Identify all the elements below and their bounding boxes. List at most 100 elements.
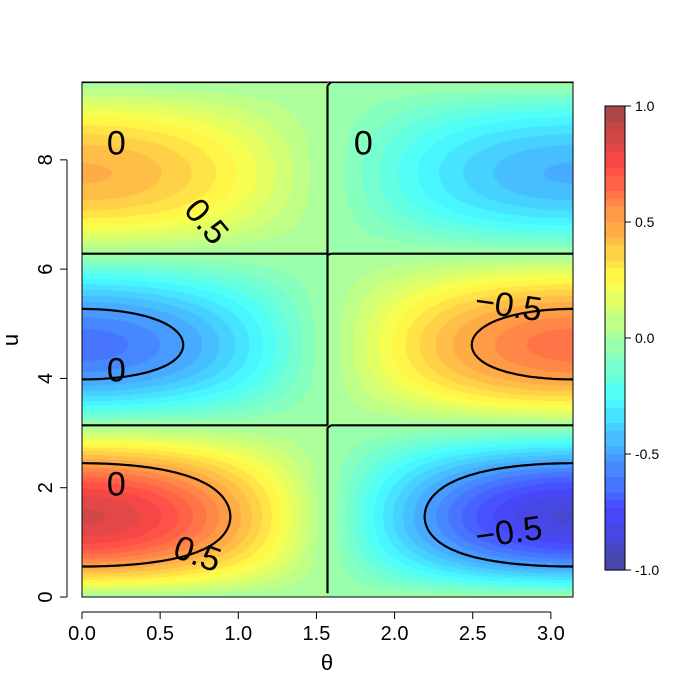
colorbar-band bbox=[605, 260, 625, 269]
colorbar-band bbox=[605, 322, 625, 331]
colorbar-band bbox=[605, 454, 625, 463]
colorbar-band bbox=[605, 152, 625, 161]
colorbar-band bbox=[605, 121, 625, 130]
colorbar-band bbox=[605, 160, 625, 169]
contour-lines bbox=[82, 82, 573, 594]
contour-label-text: −0.5 bbox=[473, 509, 545, 556]
contour-label-text: 0 bbox=[107, 124, 126, 162]
colorbar-band bbox=[605, 438, 625, 447]
colorbar-band bbox=[605, 144, 625, 153]
colorbar-band bbox=[605, 167, 625, 177]
contour-label: 0 bbox=[354, 124, 373, 162]
colorbar-band bbox=[605, 307, 625, 316]
contour-label-text: 0 bbox=[107, 352, 126, 390]
x-axis-label: θ bbox=[321, 650, 333, 675]
colorbar-band bbox=[605, 554, 625, 563]
colorbar-tick-label: -0.5 bbox=[635, 446, 659, 462]
colorbar-band bbox=[605, 407, 625, 416]
colorbar-band bbox=[605, 562, 625, 571]
contour-label: 0 bbox=[107, 465, 126, 503]
y-tick-label: 8 bbox=[35, 154, 57, 165]
colorbar-band bbox=[605, 129, 625, 138]
x-tick-label: 0.5 bbox=[146, 623, 174, 645]
colorbar-band bbox=[605, 222, 625, 231]
colorbar-band bbox=[605, 446, 625, 455]
colorbar-band bbox=[605, 245, 625, 254]
y-tick-label: 4 bbox=[35, 373, 57, 384]
colorbar-band bbox=[605, 515, 625, 525]
colorbar-band bbox=[605, 268, 625, 277]
x-tick-label: 1.5 bbox=[303, 623, 331, 645]
colorbar-band bbox=[605, 291, 625, 300]
colorbar-band bbox=[605, 252, 625, 262]
colorbar-band bbox=[605, 353, 625, 362]
colorbar-band bbox=[605, 283, 625, 293]
colorbar-band bbox=[605, 361, 625, 370]
colorbar-band bbox=[605, 477, 625, 486]
colorbar-band bbox=[605, 415, 625, 424]
contour-label: 0 bbox=[107, 124, 126, 162]
y-axis: 0 2 4 6 8 bbox=[35, 154, 68, 603]
colorbar-bands bbox=[605, 106, 625, 571]
colorbar-band bbox=[605, 175, 625, 184]
colorbar-band bbox=[605, 523, 625, 532]
colorbar-band bbox=[605, 214, 625, 223]
colorbar-band bbox=[605, 376, 625, 385]
y-tick-label: 2 bbox=[35, 482, 57, 493]
colorbar-band bbox=[605, 384, 625, 393]
colorbar: 1.0 0.5 0.0 -0.5 -1.0 bbox=[604, 98, 659, 578]
colorbar-tick-label: -1.0 bbox=[635, 562, 659, 578]
colorbar-band bbox=[605, 106, 625, 115]
colorbar-tick-label: 0.0 bbox=[635, 330, 655, 346]
colorbar-band bbox=[605, 198, 625, 208]
colorbar-band bbox=[605, 500, 625, 509]
colorbar-band bbox=[605, 492, 625, 501]
colorbar-band bbox=[605, 508, 625, 517]
colorbar-band bbox=[605, 461, 625, 471]
x-tick-label: 2.0 bbox=[381, 623, 409, 645]
colorbar-band bbox=[605, 237, 625, 246]
colorbar-band bbox=[605, 484, 625, 494]
colorbar-band bbox=[605, 430, 625, 440]
colorbar-band bbox=[605, 113, 625, 123]
colorbar-band bbox=[605, 229, 625, 239]
colorbar-band bbox=[605, 299, 625, 308]
plot-frame bbox=[81, 81, 574, 598]
colorbar-band bbox=[605, 368, 625, 378]
colorbar-tick-label: 0.5 bbox=[635, 214, 655, 230]
colorbar-band bbox=[605, 546, 625, 556]
contour-line bbox=[82, 82, 573, 594]
x-axis: 0.0 0.5 1.0 1.5 2.0 2.5 3.0 bbox=[68, 611, 565, 645]
contour-label: 0 bbox=[107, 352, 126, 390]
colorbar-band bbox=[605, 206, 625, 215]
colorbar-band bbox=[605, 423, 625, 432]
colorbar-band bbox=[605, 531, 625, 540]
colorbar-band bbox=[605, 314, 625, 324]
colorbar-band bbox=[605, 183, 625, 192]
x-tick-label: 2.5 bbox=[459, 623, 487, 645]
contour-line bbox=[82, 307, 573, 568]
contour-line bbox=[82, 307, 573, 568]
colorbar-band bbox=[605, 392, 625, 401]
colorbar-band bbox=[605, 276, 625, 285]
colorbar-band bbox=[605, 469, 625, 478]
contour-label: −0.5 bbox=[473, 282, 545, 329]
colorbar-band bbox=[605, 191, 625, 200]
x-tick-label: 3.0 bbox=[537, 623, 565, 645]
colorbar-band bbox=[605, 345, 625, 355]
contour-label-text: 0 bbox=[354, 124, 373, 162]
colorbar-ticks: 1.0 0.5 0.0 -0.5 -1.0 bbox=[625, 98, 659, 578]
colorbar-tick-label: 1.0 bbox=[635, 98, 655, 114]
x-tick-label: 0.0 bbox=[68, 623, 96, 645]
colorbar-band bbox=[605, 539, 625, 548]
colorbar-band bbox=[605, 338, 625, 347]
colorbar-band bbox=[605, 136, 625, 146]
y-tick-label: 0 bbox=[35, 591, 57, 602]
x-tick-label: 1.0 bbox=[224, 623, 252, 645]
contour-label: −0.5 bbox=[473, 509, 545, 556]
colorbar-band bbox=[605, 399, 625, 409]
y-axis-label: u bbox=[0, 334, 23, 346]
y-tick-label: 6 bbox=[35, 264, 57, 275]
